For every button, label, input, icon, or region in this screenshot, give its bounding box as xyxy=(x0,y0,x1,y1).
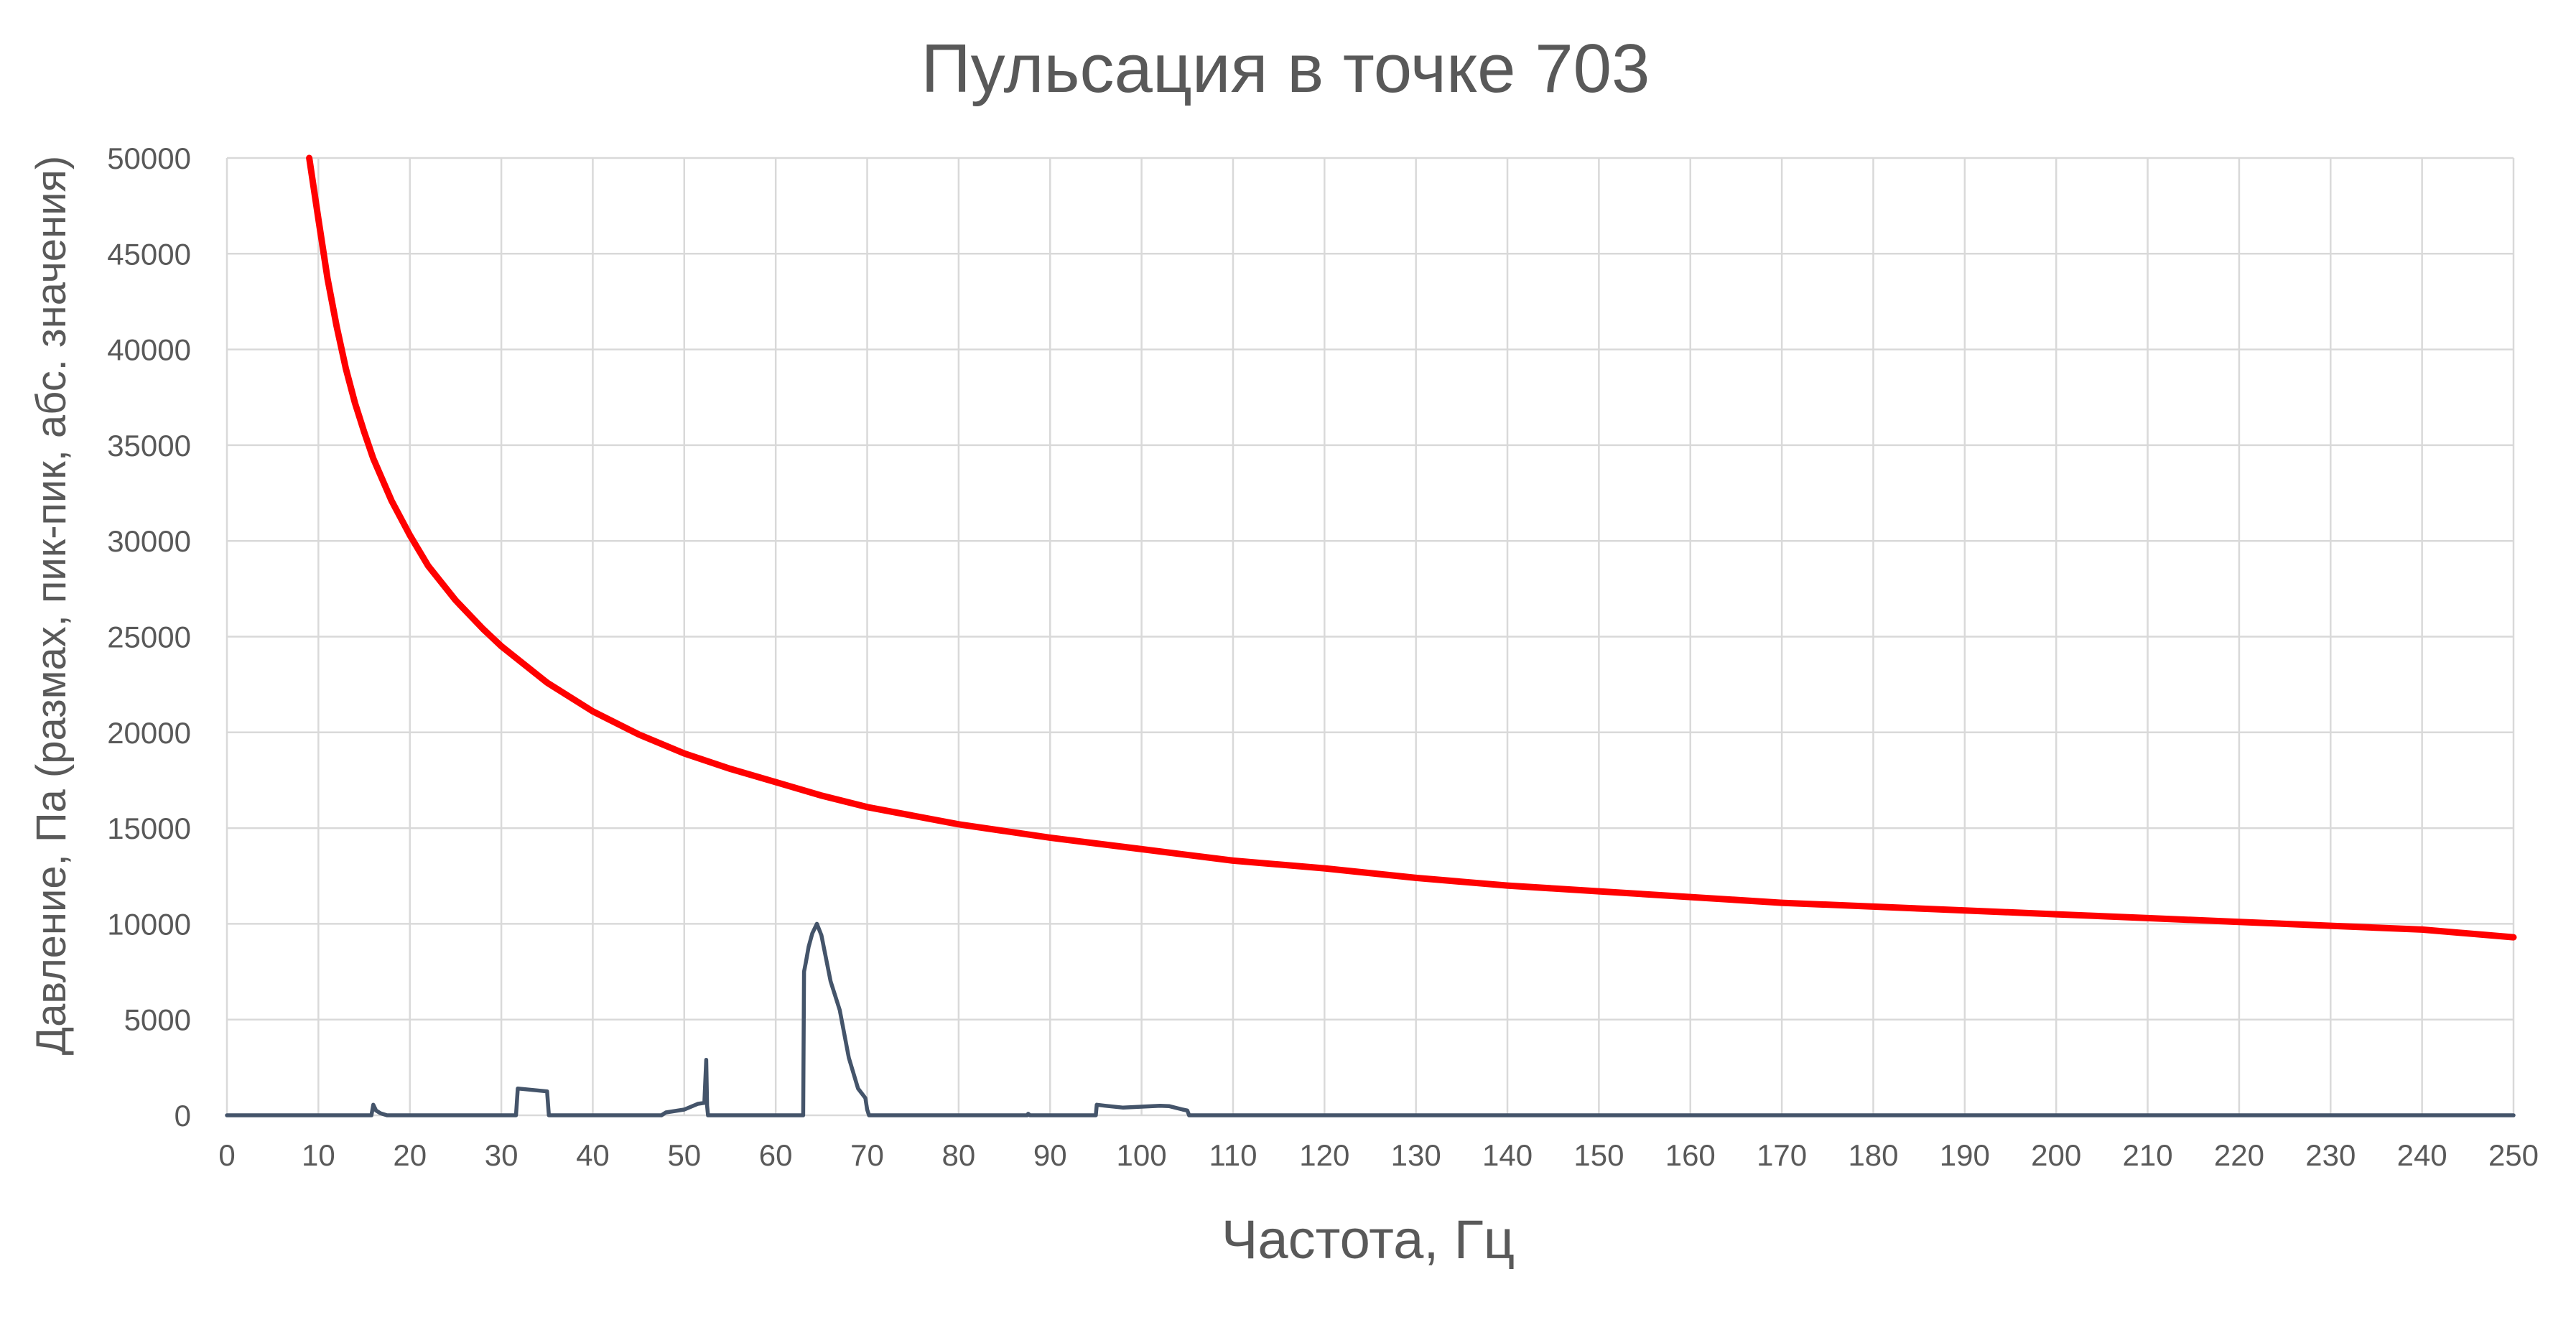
x-tick-label: 200 xyxy=(2031,1138,2081,1172)
x-tick-label: 150 xyxy=(1573,1138,1624,1172)
y-axis-title: Давление, Па (размах, пик-пик, абс. знач… xyxy=(28,156,75,1055)
gridlines xyxy=(225,157,2515,1117)
x-tick-label: 90 xyxy=(1033,1138,1067,1172)
y-tick-label: 5000 xyxy=(124,1003,191,1037)
x-tick-label: 120 xyxy=(1299,1138,1349,1172)
y-tick-label: 0 xyxy=(175,1099,191,1133)
x-tick-label: 50 xyxy=(667,1138,701,1172)
y-tick-label: 25000 xyxy=(107,620,191,654)
x-tick-label: 180 xyxy=(1848,1138,1898,1172)
y-tick-label: 30000 xyxy=(107,524,191,558)
x-tick-label: 230 xyxy=(2305,1138,2356,1172)
series-group xyxy=(225,154,2517,1117)
x-tick-label: 170 xyxy=(1757,1138,1807,1172)
x-tick-label: 140 xyxy=(1482,1138,1533,1172)
tick-labels: 0 10 20 30 40 50 60 70 80 90 100 110 120 130 140 150 160… xyxy=(107,141,2539,1172)
x-tick-label: 110 xyxy=(1209,1138,1257,1172)
x-tick-label: 80 xyxy=(942,1138,976,1172)
x-tick-label: 70 xyxy=(850,1138,884,1172)
x-tick-label: 10 xyxy=(302,1138,335,1172)
y-tick-label: 20000 xyxy=(107,716,191,750)
x-tick-label: 160 xyxy=(1665,1138,1716,1172)
x-axis-title: Частота, Гц xyxy=(1222,1209,1515,1270)
x-tick-label: 190 xyxy=(1940,1138,1990,1172)
x-tick-label: 130 xyxy=(1391,1138,1441,1172)
x-tick-label: 20 xyxy=(393,1138,427,1172)
y-tick-label: 35000 xyxy=(107,429,191,462)
y-tick-label: 45000 xyxy=(107,237,191,271)
chart-title: Пульсация в точке 703 xyxy=(921,30,1650,107)
series-line-0 xyxy=(306,154,2517,941)
x-tick-label: 40 xyxy=(576,1138,610,1172)
x-tick-label: 220 xyxy=(2214,1138,2264,1172)
x-tick-label: 0 xyxy=(218,1138,235,1172)
x-tick-label: 250 xyxy=(2488,1138,2539,1172)
x-tick-label: 30 xyxy=(485,1138,519,1172)
y-tick-label: 40000 xyxy=(107,333,191,367)
x-tick-label: 60 xyxy=(759,1138,793,1172)
x-tick-label: 100 xyxy=(1117,1138,1167,1172)
series-line-1 xyxy=(225,921,2516,1117)
x-tick-label: 210 xyxy=(2123,1138,2173,1172)
y-tick-label: 10000 xyxy=(107,907,191,941)
y-tick-label: 50000 xyxy=(107,141,191,175)
x-tick-label: 240 xyxy=(2397,1138,2447,1172)
y-tick-label: 15000 xyxy=(107,812,191,845)
